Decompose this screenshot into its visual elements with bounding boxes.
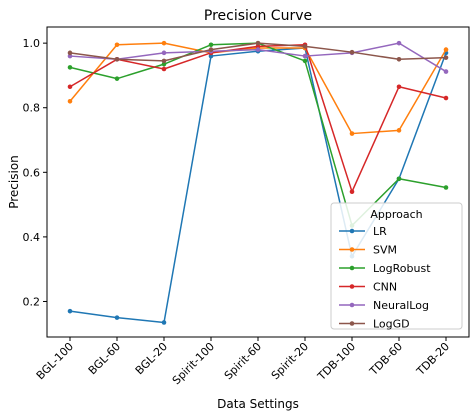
data-point-cnn xyxy=(255,44,261,49)
legend-label-loggd: LogGD xyxy=(373,318,410,331)
x-tick-label: Spirit-20 xyxy=(269,340,311,382)
y-tick-label: 0.8 xyxy=(23,102,41,115)
x-axis-ticks: BGL-100 BGL-60 BGL-20 Spirit-100 Spirit-60 Sp… xyxy=(34,337,452,387)
legend-marker-logrobust xyxy=(349,265,355,271)
legend-marker-loggd xyxy=(349,321,355,326)
y-axis-ticks: 0.2 0.4 0.6 0.8 1.0 xyxy=(23,37,47,308)
y-tick-label: 0.6 xyxy=(23,166,41,179)
data-point-loggd xyxy=(396,56,402,62)
legend-marker-lr xyxy=(349,228,355,234)
y-tick-label: 1.0 xyxy=(23,37,41,50)
legend-marker-neurallog xyxy=(349,302,355,308)
x-tick-label: BGL-100 xyxy=(34,340,76,382)
data-point-cnn xyxy=(161,66,167,72)
data-point-neurallog xyxy=(396,40,402,46)
x-tick-label: TDB-20 xyxy=(413,340,452,379)
data-point-loggd xyxy=(349,49,355,55)
data-point-neurallog xyxy=(255,47,261,52)
data-point-loggd xyxy=(255,40,261,46)
legend-label-cnn: CNN xyxy=(373,281,397,294)
data-point-svm xyxy=(349,131,355,136)
data-point-neurallog xyxy=(302,53,308,59)
data-point-neurallog xyxy=(443,69,449,74)
data-point-svm xyxy=(161,40,167,46)
data-point-logrobust xyxy=(67,65,73,70)
series-logrobust xyxy=(67,40,449,228)
legend-marker-svm xyxy=(349,247,355,252)
legend-label-logrobust: LogRobust xyxy=(373,262,431,275)
data-point-logrobust xyxy=(443,185,449,190)
series-line-logrobust xyxy=(69,42,447,227)
data-point-svm xyxy=(396,128,402,133)
y-tick-label: 0.4 xyxy=(23,231,41,244)
data-point-cnn xyxy=(67,84,73,90)
series-line-cnn xyxy=(69,44,447,193)
x-tick-label: Spirit-60 xyxy=(222,340,264,382)
legend-marker-cnn xyxy=(349,284,355,289)
data-point-lr xyxy=(67,308,73,314)
x-tick-label: TDB-100 xyxy=(314,340,358,384)
data-point-logrobust xyxy=(114,76,120,81)
y-tick-label: 0.2 xyxy=(23,295,41,308)
x-tick-label: TDB-60 xyxy=(366,340,405,379)
data-point-logrobust xyxy=(161,61,167,67)
data-point-lr xyxy=(161,320,167,325)
data-point-loggd xyxy=(67,50,73,56)
chart-title: Precision Curve xyxy=(204,8,312,24)
x-tick-label: BGL-60 xyxy=(86,340,123,377)
data-point-logrobust xyxy=(208,42,214,48)
data-point-cnn xyxy=(443,95,449,101)
legend-title: Approach xyxy=(370,208,422,221)
legend-label-svm: SVM xyxy=(373,244,397,257)
data-point-logrobust xyxy=(396,176,402,182)
legend-box xyxy=(330,202,463,330)
series-cnn xyxy=(67,42,449,194)
data-point-lr xyxy=(114,315,120,320)
data-point-svm xyxy=(67,98,73,104)
data-point-neurallog xyxy=(67,53,73,59)
x-tick-label: BGL-20 xyxy=(133,340,170,377)
data-point-lr xyxy=(208,53,214,59)
x-tick-label: Spirit-100 xyxy=(170,340,217,387)
legend-label-neurallog: NeuralLog xyxy=(373,299,429,312)
data-point-loggd xyxy=(114,56,120,62)
data-point-loggd xyxy=(302,44,308,49)
legend: Approach LR SVM LogRobust CNN NeuralLog LogGD xyxy=(330,202,463,331)
x-axis-label: Data Settings xyxy=(217,397,299,411)
data-point-cnn xyxy=(349,189,355,194)
legend-label-lr: LR xyxy=(373,225,387,238)
data-point-cnn xyxy=(396,84,402,90)
data-point-loggd xyxy=(443,55,449,60)
data-point-logrobust xyxy=(302,58,308,64)
data-point-loggd xyxy=(208,47,214,52)
data-point-loggd xyxy=(161,58,167,64)
y-axis-label: Precision xyxy=(7,155,21,209)
data-point-neurallog xyxy=(161,50,167,56)
series-line-svm xyxy=(69,42,447,135)
series-loggd xyxy=(67,40,449,64)
series-svm xyxy=(67,40,449,136)
data-point-svm xyxy=(443,47,449,52)
data-point-svm xyxy=(114,42,120,48)
